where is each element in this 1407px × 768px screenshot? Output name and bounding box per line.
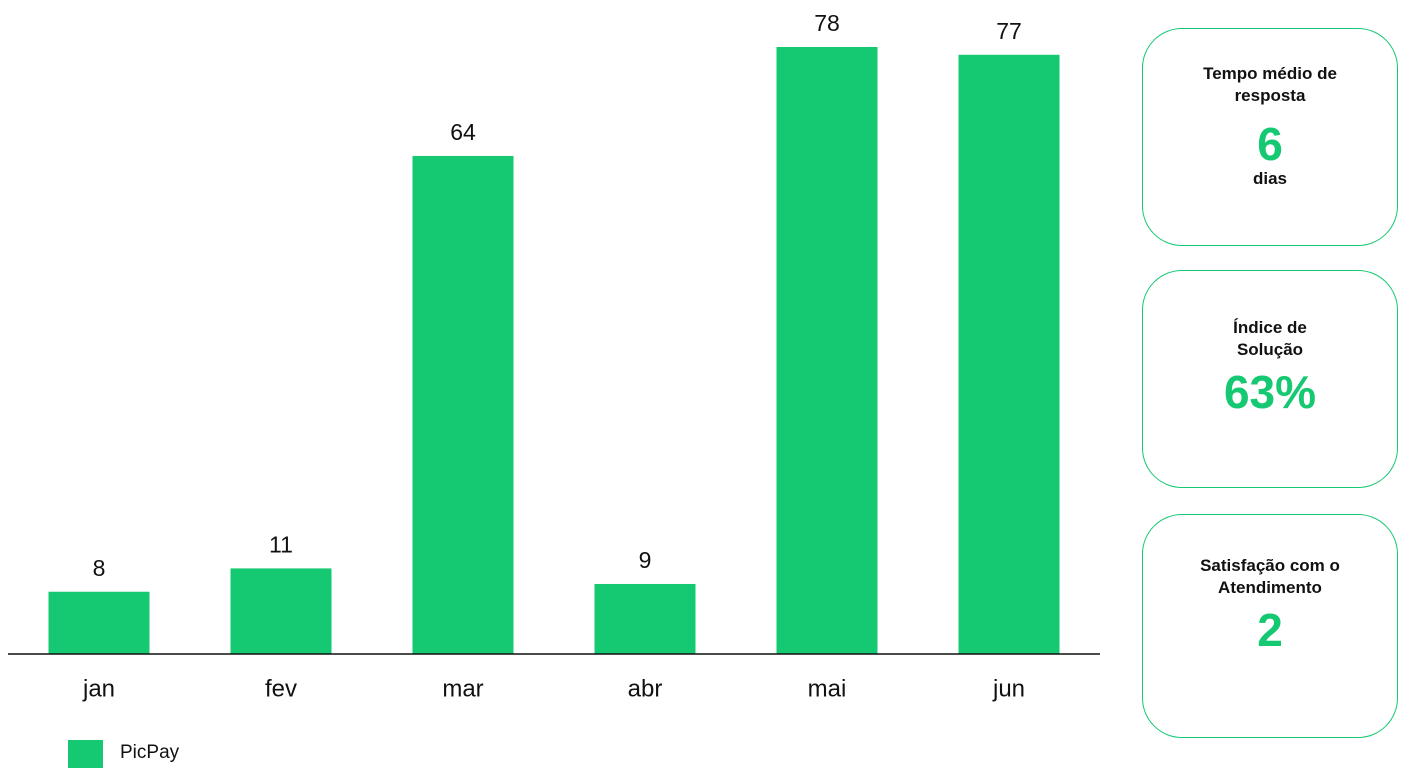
card: Satisfação com o Atendimento 2: [1142, 514, 1398, 738]
value-label: 77: [996, 18, 1022, 44]
x-tick-label: mar: [442, 675, 483, 702]
bar: [230, 568, 332, 654]
x-tick-label: jun: [992, 675, 1025, 702]
bar: [48, 591, 150, 654]
card-value: 63%: [1223, 366, 1317, 418]
card-value: 2: [1257, 604, 1283, 656]
card-value: 6: [1257, 118, 1283, 170]
x-tick-label: abr: [628, 675, 663, 702]
x-tick-label: mai: [808, 675, 847, 702]
legend-swatch: [68, 740, 103, 768]
x-tick-label: fev: [265, 675, 297, 702]
value-label: 78: [814, 10, 840, 36]
bar: [412, 155, 514, 654]
value-label: 8: [93, 555, 106, 581]
value-label: 64: [450, 119, 476, 145]
bar: [776, 47, 878, 654]
card-title: Índice de Solução: [1233, 318, 1307, 359]
bar: [958, 54, 1060, 655]
value-label: 9: [639, 547, 652, 573]
chart: 8 11 64 9 78 77 jan fev mar abr mai jun PicPay: [8, 10, 1100, 768]
bar: [594, 583, 696, 654]
card-unit: dias: [1252, 169, 1288, 188]
card-title: Tempo médio de resposta: [1203, 64, 1337, 105]
legend-label: PicPay: [120, 742, 180, 763]
x-tick-label: jan: [82, 675, 115, 702]
value-label: 11: [269, 531, 293, 557]
card-title: Satisfação com o Atendimento: [1200, 556, 1340, 597]
card: Tempo médio de resposta 6 dias: [1142, 28, 1398, 246]
card: Índice de Solução 63%: [1142, 270, 1398, 488]
